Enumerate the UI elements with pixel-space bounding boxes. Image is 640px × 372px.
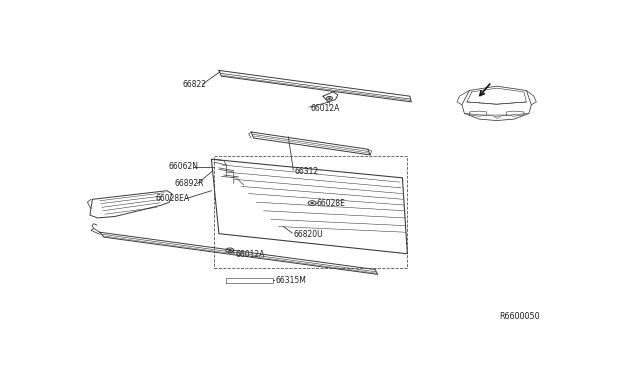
Text: 66012A: 66012A bbox=[310, 104, 340, 113]
Text: 66062N: 66062N bbox=[168, 162, 198, 171]
Text: 66892R: 66892R bbox=[174, 179, 204, 188]
Text: 66822: 66822 bbox=[182, 80, 207, 89]
Text: 66312: 66312 bbox=[294, 167, 318, 176]
Bar bbox=[214, 156, 408, 268]
Text: 66028EA: 66028EA bbox=[156, 194, 189, 203]
Text: 66028E: 66028E bbox=[317, 199, 346, 208]
Circle shape bbox=[228, 250, 231, 251]
Text: 66012A: 66012A bbox=[236, 250, 264, 259]
Text: 66315M: 66315M bbox=[275, 276, 307, 285]
Circle shape bbox=[310, 202, 314, 204]
Circle shape bbox=[328, 97, 331, 99]
Text: R6600050: R6600050 bbox=[499, 312, 540, 321]
Text: 66820U: 66820U bbox=[293, 230, 323, 239]
